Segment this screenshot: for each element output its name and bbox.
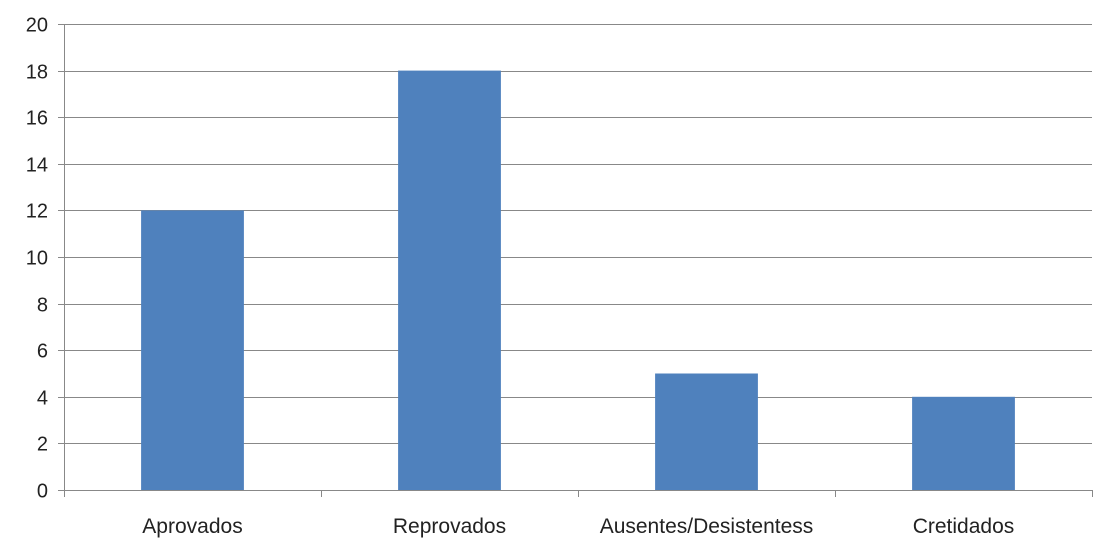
axes [58,24,1093,497]
y-tick-label: 0 [37,481,48,503]
y-axis-tick-labels: 0 2 4 6 8 10 12 14 16 18 20 [26,15,48,503]
x-category-label: Reprovados [393,515,506,538]
y-tick-label: 4 [37,388,48,410]
y-tick-label: 12 [26,201,48,223]
y-tick-label: 20 [26,15,48,37]
y-tick-label: 8 [37,295,48,317]
x-category-label: Ausentes/Desistentess [600,515,814,538]
x-axis-category-labels: Aprovados Reprovados Ausentes/Desistentess… [142,515,1014,538]
bars [141,70,1015,490]
y-tick-label: 14 [26,155,48,177]
y-tick-label: 2 [37,434,48,456]
y-tick-label: 6 [37,341,48,363]
bar-cretidados [912,396,1015,490]
x-category-label: Cretidados [913,515,1015,538]
y-tick-label: 10 [26,248,48,270]
y-tick-label: 18 [26,62,48,84]
y-tick-label: 16 [26,108,48,130]
bar-reprovados [398,70,501,490]
x-category-label: Aprovados [142,515,242,538]
bar-ausentes-desistentess [655,373,758,490]
bar-aprovados [141,210,244,490]
